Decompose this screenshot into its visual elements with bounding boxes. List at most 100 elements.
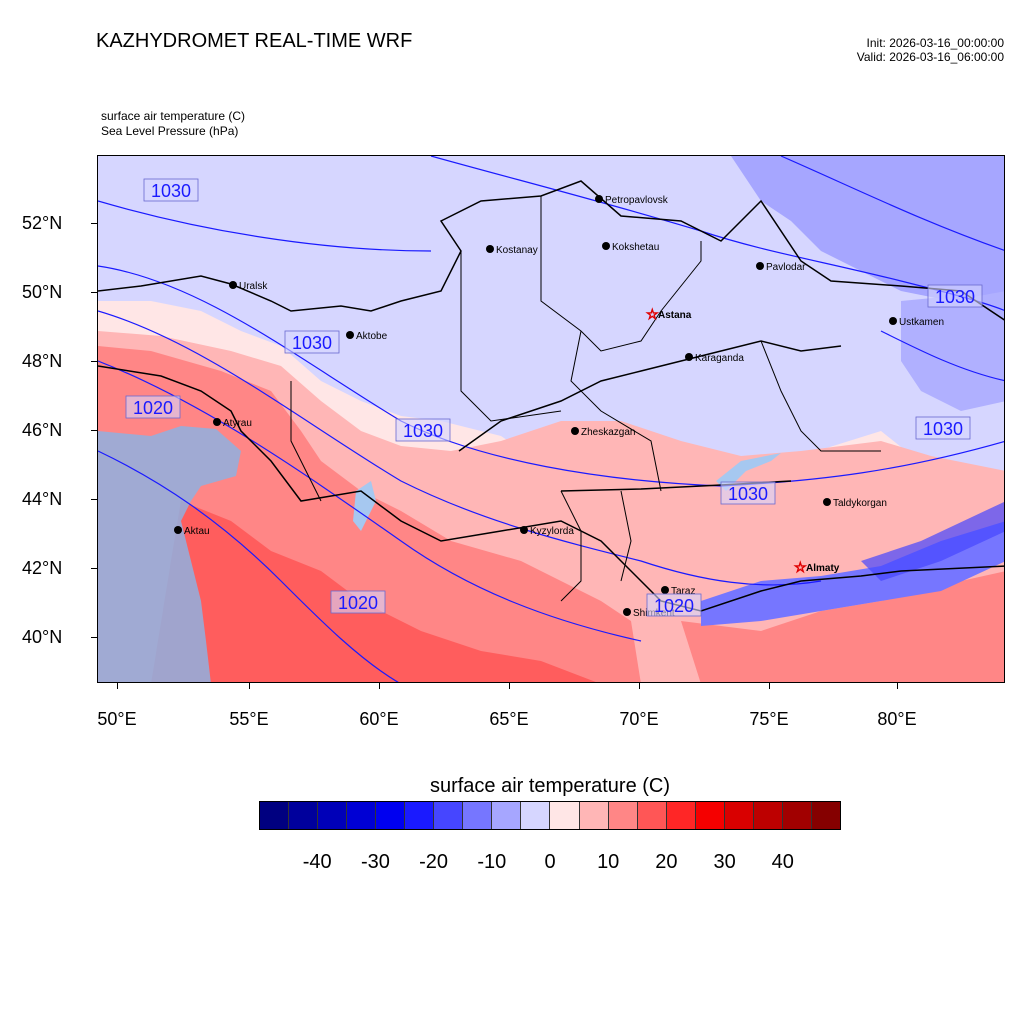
colorbar-swatch [405,802,435,829]
lon-label-55: 55°E [229,709,269,729]
city-dot [520,526,528,534]
isobar-label: 1030 [151,181,191,201]
city-dot [756,262,764,270]
temp-zone-cold-mountains-high [861,501,1004,581]
lat-label-40: 40°N [22,627,63,647]
lat-tick [91,223,97,224]
colorbar-swatch [753,802,783,829]
isobar-label-box [330,590,386,614]
chart-title: KAZHYDROMET REAL-TIME WRF [96,30,413,52]
city-dot [661,586,669,594]
isobar-line [98,360,642,642]
city-dot [602,242,610,250]
lat-tick [91,499,97,500]
lon-tick [639,683,640,689]
colorbar-swatch [318,802,348,829]
colorbar-tick-label: 40 [771,851,794,873]
colorbar-tick-label: -10 [477,851,507,873]
capital-star-icon: ☆ [794,559,807,575]
lon-label-60: 60°E [359,709,399,729]
field-descriptions: surface air temperature (C) Sea Level Pr… [101,109,245,139]
isobar-label: 1030 [923,419,963,439]
city-label: Taraz [671,586,695,597]
isobar-label-box [915,416,971,440]
city-label: Kokshetau [612,242,659,253]
city-dot [174,526,182,534]
isobar-label-box [646,593,702,617]
lat-label-52: 52°N [22,213,63,233]
lat-label-48: 48°N [22,351,63,371]
capital-star-icon: ☆ [646,306,659,322]
balkhash-lake [716,453,781,491]
region-line [760,340,881,452]
colorbar-tick-label: 20 [655,851,678,873]
city-label: Aktobe [356,331,388,342]
lat-label-46: 46°N [22,420,63,440]
lat-label-42: 42°N [22,558,63,578]
colorbar [259,801,841,830]
colorbar-swatch [550,802,580,829]
colorbar-swatch [347,802,377,829]
isobar-line [98,265,1004,487]
colorbar-swatch [376,802,406,829]
city-dot [595,195,603,203]
colorbar-swatch [434,802,464,829]
colorbar-swatch [695,802,725,829]
isobar-label: 1030 [935,287,975,307]
isobar-label: 1020 [133,398,173,418]
city-label: Taldykorgan [833,498,887,509]
city-dot [685,353,693,361]
city-dot [623,608,631,616]
lon-label-80: 80°E [877,709,917,729]
city-label: Aktau [184,526,210,537]
colorbar-swatch [811,802,840,829]
isobar-label: 1020 [654,596,694,616]
isobar-label-box [395,418,451,442]
colorbar-tick-label: 30 [713,851,736,873]
lon-tick [117,683,118,689]
lat-tick [91,430,97,431]
pressure-field-label: Sea Level Pressure (hPa) [101,124,239,138]
isobar-label: 1030 [292,333,332,353]
colorbar-tick-label: -30 [360,851,390,873]
isobar-label: 1030 [728,484,768,504]
isobar-line [880,330,1004,382]
city-label: Petropavlovsk [605,195,669,206]
colorbar-swatch [260,802,290,829]
region-line [620,490,632,582]
colorbar-title: surface air temperature (C) [429,775,671,797]
temp-zone-cold-east [901,291,1004,411]
city-label: Kyzylorda [530,526,574,537]
lat-label-44: 44°N [22,489,63,509]
init-time: Init: 2026-03-16_00:00:00 [866,36,1004,50]
isobar-line [98,200,432,252]
valid-time: Valid: 2026-03-16_06:00:00 [856,50,1004,64]
lon-tick [509,683,510,689]
temp-zone-cold-north [98,156,1004,476]
isobar-label-box [927,284,983,308]
temp-zone-colder-northeast [731,156,1004,301]
colorbar-swatch [782,802,812,829]
lon-label-50: 50°E [97,709,137,729]
colorbar-swatch [666,802,696,829]
region-borders [290,196,881,602]
colorbar-tick-label: 10 [597,851,620,873]
region-line [460,251,562,422]
map-panel: Petropavlovsk Kostanay Kokshetau Pavlodar Ur… [97,155,1005,683]
isobar-label: 1030 [403,421,443,441]
isobar-line [780,156,1004,251]
city-dot [823,498,831,506]
isobar-label-box [143,178,199,202]
isobar-label: 1020 [338,593,378,613]
city-dot [213,418,221,426]
isobar-label-box [284,330,340,354]
region-line [290,381,322,502]
city-label: Uralsk [239,281,268,292]
isobar-label-box [720,481,776,505]
colorbar-swatch [521,802,551,829]
city-label: Karaganda [695,353,744,364]
colorbar-swatch [492,802,522,829]
city-label: Kostanay [496,245,538,256]
isobar-line [98,310,822,586]
city-label: Pavlodar [766,262,806,273]
